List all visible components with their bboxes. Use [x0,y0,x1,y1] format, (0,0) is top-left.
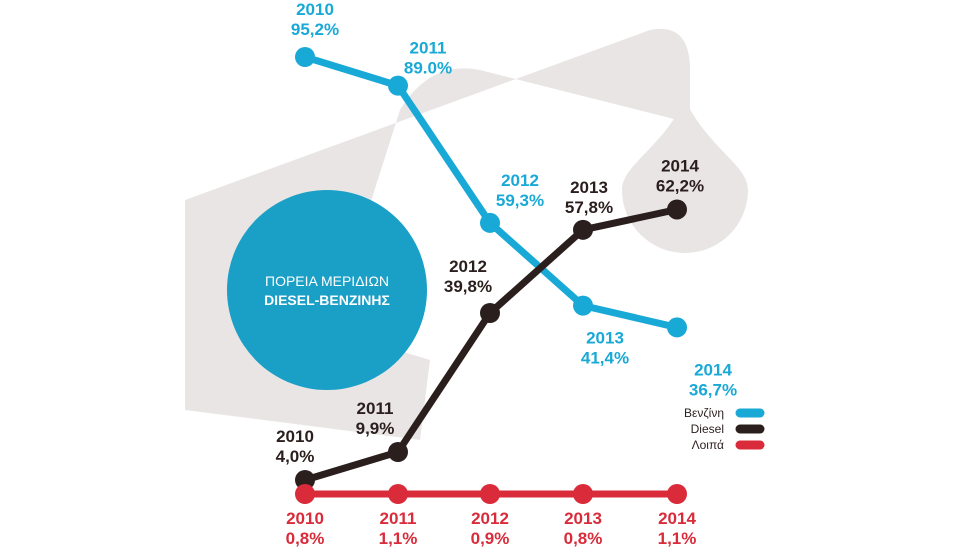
series-points [295,47,687,504]
data-label: 1,1% [658,529,697,548]
x-tick-label: 2011 [410,39,447,58]
x-tick-label: 2012 [501,171,539,190]
x-tick-label: 2013 [564,509,602,528]
data-label: 89.0% [404,59,452,78]
title-line1: ΠΟΡΕΙΑ ΜΕΡΙΔΙΩΝ [265,273,389,289]
data-label: 59,3% [496,191,544,210]
data-point [480,303,500,323]
data-label: 4,0% [276,447,315,466]
data-point [388,75,408,96]
data-point [573,219,593,240]
data-label: 57,8% [565,198,613,217]
data-label: 0,8% [286,529,325,548]
data-label: 0,8% [564,529,603,548]
data-label: 0,9% [471,529,510,548]
data-label: 95,2% [291,20,339,39]
x-tick-label: 2013 [586,329,624,348]
data-label: 1,1% [379,529,418,548]
data-point [295,484,315,504]
legend: Βενζίνη Diesel Λοιπά [684,406,765,452]
x-tick-label: 2012 [449,257,487,276]
data-labels: 201095,2%201189.0%201259,3%201341,4%2014… [276,0,737,548]
data-point [295,47,315,67]
data-point [667,317,687,338]
legend-label: Λοιπά [692,438,724,452]
data-point [388,484,408,504]
data-point [667,484,687,504]
x-tick-label: 2014 [661,156,699,175]
x-tick-label: 2014 [694,360,732,379]
data-point [667,199,687,220]
title-line2: DIESEL-ΒΕΝΖΙΝΗΣ [264,292,390,308]
data-label: 41,4% [581,349,629,368]
data-point [295,470,315,490]
data-point [388,442,408,462]
data-point [573,295,593,316]
x-tick-label: 2010 [286,509,324,528]
data-point [573,484,593,504]
legend-label: Βενζίνη [684,406,724,420]
x-tick-label: 2011 [380,509,417,528]
x-tick-label: 2014 [658,509,696,528]
title-circle [227,190,427,390]
legend-label: Diesel [691,422,724,436]
x-tick-label: 2012 [471,509,509,528]
data-label: 62,2% [656,176,704,195]
x-tick-label: 2013 [570,178,608,197]
data-label: 36,7% [689,380,737,399]
x-tick-label: 2011 [357,399,394,418]
x-tick-label: 2010 [276,427,314,446]
data-label: 39,8% [444,277,492,296]
data-point [480,484,500,504]
data-label: 9,9% [356,419,395,438]
data-point [480,212,500,233]
title-badge: ΠΟΡΕΙΑ ΜΕΡΙΔΙΩΝ DIESEL-ΒΕΝΖΙΝΗΣ [227,190,427,390]
x-tick-label: 2010 [296,0,334,19]
